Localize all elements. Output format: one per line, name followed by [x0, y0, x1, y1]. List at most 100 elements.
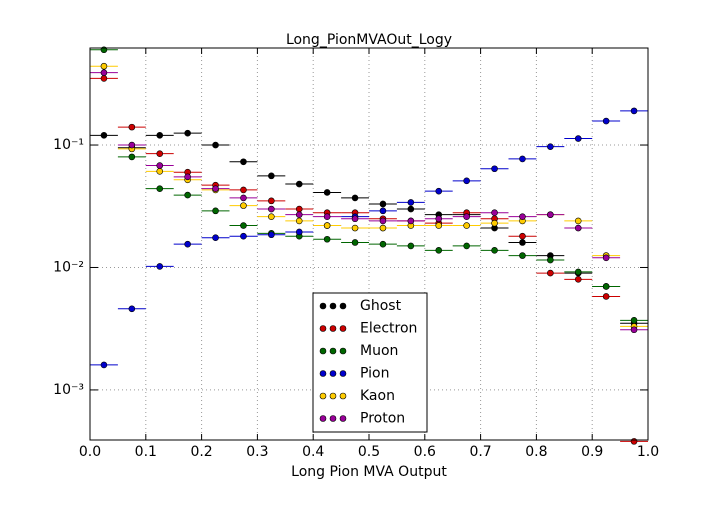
point — [323, 189, 331, 196]
point — [602, 117, 610, 125]
legend-marker — [329, 392, 337, 400]
point — [323, 213, 331, 220]
point — [268, 197, 275, 205]
point — [184, 129, 191, 137]
point — [574, 268, 582, 276]
point — [156, 132, 164, 139]
point — [574, 224, 582, 232]
x-tick-label: 0.0 — [79, 444, 101, 460]
point — [547, 269, 554, 277]
point — [463, 242, 470, 250]
point — [268, 213, 275, 220]
plot-frame — [89, 47, 649, 441]
point — [240, 158, 247, 166]
point — [100, 361, 108, 369]
point — [240, 222, 247, 229]
point — [184, 173, 191, 181]
point — [212, 185, 219, 192]
legend-marker — [319, 370, 327, 377]
point — [630, 107, 638, 115]
legend-marker — [339, 370, 347, 377]
point — [295, 228, 303, 236]
point — [463, 177, 470, 185]
point — [212, 207, 219, 215]
legend-marker — [339, 347, 347, 355]
legend: Ghost Electron Muon Pion Kaon Proton — [312, 292, 428, 433]
point — [407, 242, 415, 250]
x-tick-label: 0.6 — [414, 444, 436, 460]
point — [351, 215, 359, 223]
point — [351, 194, 359, 202]
x-tick-label: 0.3 — [246, 444, 268, 460]
point — [323, 235, 331, 243]
point — [407, 199, 415, 206]
point — [435, 187, 443, 195]
legend-marker — [319, 415, 327, 422]
x-tick-label: 0.1 — [135, 444, 157, 460]
point — [100, 132, 108, 139]
point — [100, 62, 108, 70]
point — [630, 326, 638, 334]
point — [295, 180, 303, 188]
legend-marker — [329, 415, 337, 422]
legend-marker — [319, 325, 327, 332]
point — [463, 213, 470, 220]
legend-marker — [319, 347, 327, 355]
point — [491, 219, 498, 227]
legend-marker — [339, 302, 347, 310]
x-tick-label: 0.4 — [302, 444, 324, 460]
point — [547, 211, 554, 218]
point — [240, 232, 247, 240]
point — [212, 234, 219, 242]
legend-label: Proton — [360, 411, 405, 427]
point — [379, 200, 387, 208]
x-axis-label: Long Pion MVA Output — [291, 464, 447, 480]
point — [268, 172, 275, 180]
legend-marker — [319, 392, 327, 400]
point — [268, 205, 275, 213]
y-tick-label: 10⁻¹ — [53, 137, 84, 153]
legend-label: Kaon — [360, 388, 395, 404]
legend-marker — [329, 370, 337, 377]
point — [574, 276, 582, 283]
point — [435, 247, 443, 254]
point — [128, 123, 136, 131]
point — [435, 215, 443, 223]
point — [630, 317, 638, 324]
point — [602, 254, 610, 262]
point — [128, 305, 136, 313]
point — [268, 231, 275, 239]
point — [184, 191, 191, 199]
point — [519, 155, 526, 163]
point — [351, 239, 359, 246]
x-tick-label: 1.0 — [637, 444, 659, 460]
x-tick-label: 0.8 — [525, 444, 547, 460]
point — [295, 217, 303, 225]
x-tick-label: 0.5 — [358, 444, 380, 460]
point — [519, 232, 526, 240]
point — [156, 263, 164, 270]
point — [156, 168, 164, 175]
point — [212, 141, 219, 149]
point — [491, 209, 498, 217]
point — [156, 150, 164, 157]
point — [295, 211, 303, 218]
point — [574, 135, 582, 142]
x-tick-label: 0.2 — [190, 444, 212, 460]
point — [100, 69, 108, 76]
point — [407, 217, 415, 225]
point — [295, 205, 303, 213]
point — [491, 165, 498, 173]
point — [240, 194, 247, 202]
point — [128, 153, 136, 161]
point — [156, 185, 164, 192]
point — [435, 222, 443, 229]
point — [156, 162, 164, 169]
point — [491, 247, 498, 254]
point — [240, 186, 247, 194]
point — [379, 217, 387, 225]
legend-marker — [329, 347, 337, 355]
legend-marker — [319, 302, 327, 310]
point — [184, 240, 191, 248]
